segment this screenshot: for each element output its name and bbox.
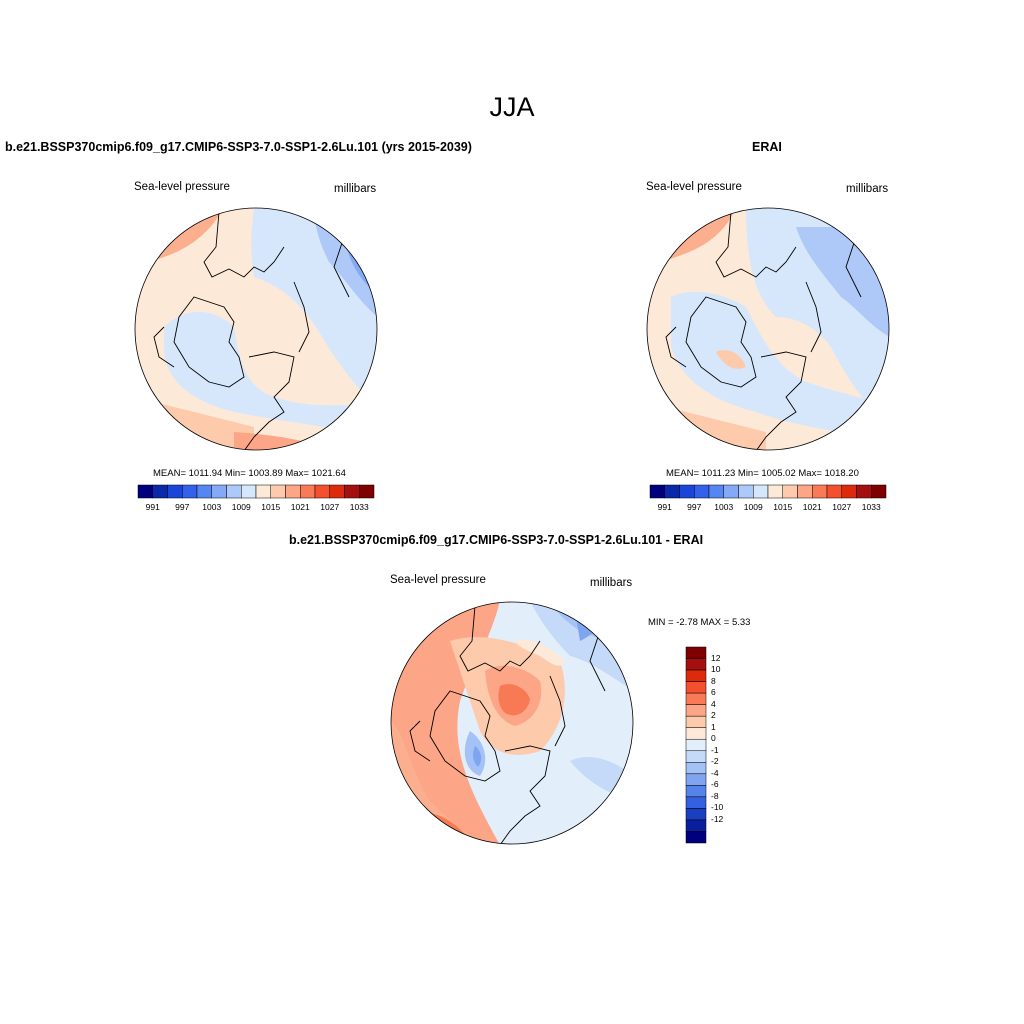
colorbar-swatch	[694, 484, 710, 499]
colorbar-tick-label: 997	[687, 502, 702, 512]
colorbar-swatch	[685, 681, 707, 694]
colorbar-swatch	[708, 484, 724, 499]
figure-title: JJA	[489, 92, 535, 122]
colorbar-tick-label: 1003	[714, 502, 734, 512]
colorbar-swatch	[344, 484, 360, 499]
colorbar-swatch	[679, 484, 695, 499]
colorbar-swatch	[841, 484, 857, 499]
colorbar-swatch	[314, 484, 330, 499]
colorbar-swatch	[285, 484, 301, 499]
colorbar-swatch	[664, 484, 680, 499]
colorbar-swatch	[226, 484, 242, 499]
colorbar-swatch	[182, 484, 198, 499]
colorbar-swatch	[826, 484, 842, 499]
colorbar-tick-label: 1027	[320, 502, 340, 512]
panel-1-units-label: millibars	[334, 183, 377, 195]
colorbar-swatch	[685, 715, 707, 728]
colorbar-swatch	[685, 831, 707, 844]
colorbar-swatch	[685, 785, 707, 798]
colorbar-tick-label: -1	[711, 744, 719, 755]
panel-2-stats: MEAN= 1011.23 Min= 1005.02 Max= 1018.20	[666, 468, 859, 479]
colorbar-swatch	[152, 484, 168, 499]
colorbar-swatch	[856, 484, 872, 499]
colorbar-swatch	[255, 484, 271, 499]
colorbar-tick-label: 1	[711, 721, 716, 732]
colorbar-swatch	[797, 484, 813, 499]
panel-3-colorbar	[685, 646, 707, 844]
panel-2-units-label: millibars	[846, 183, 889, 195]
colorbar-swatch	[685, 692, 707, 705]
colorbar-swatch	[211, 484, 227, 499]
colorbar-swatch	[196, 484, 212, 499]
colorbar-swatch	[359, 484, 375, 499]
colorbar-swatch	[685, 750, 707, 763]
colorbar-swatch	[300, 484, 316, 499]
colorbar-swatch	[685, 819, 707, 832]
panel-1-colorbar	[137, 484, 375, 499]
panel-3-variable-label: Sea-level pressure	[390, 574, 486, 586]
colorbar-tick-label: 1015	[261, 502, 281, 512]
colorbar-tick-label: 1033	[349, 502, 369, 512]
colorbar-swatch	[767, 484, 783, 499]
colorbar-tick-label: 1021	[290, 502, 310, 512]
panel-1-stats: MEAN= 1011.94 Min= 1003.89 Max= 1021.64	[153, 468, 346, 479]
colorbar-swatch	[329, 484, 345, 499]
colorbar-tick-label: -6	[711, 779, 719, 790]
colorbar-tick-label: 1009	[231, 502, 251, 512]
panel-2-variable-label: Sea-level pressure	[646, 181, 742, 193]
colorbar-swatch	[738, 484, 754, 499]
colorbar-swatch	[685, 808, 707, 821]
colorbar-tick-label: 1027	[832, 502, 852, 512]
panel-3-stats: MIN = -2.78 MAX = 5.33	[648, 617, 751, 628]
panel-2-title: ERAI	[752, 140, 782, 154]
colorbar-swatch	[782, 484, 798, 499]
colorbar-tick-label: 1033	[861, 502, 881, 512]
colorbar-swatch	[685, 704, 707, 717]
colorbar-swatch	[753, 484, 769, 499]
panel-1-title: b.e21.BSSP370cmip6.f09_g17.CMIP6-SSP3-7.…	[5, 140, 472, 154]
colorbar-tick-label: -10	[711, 802, 724, 813]
colorbar-swatch	[685, 646, 707, 659]
colorbar-swatch	[685, 738, 707, 752]
panel-1-variable-label: Sea-level pressure	[134, 181, 230, 193]
colorbar-swatch	[685, 669, 707, 682]
colorbar-tick-label: -8	[711, 790, 719, 801]
colorbar-swatch	[137, 484, 153, 499]
colorbar-tick-label: 6	[711, 687, 716, 698]
colorbar-swatch	[685, 796, 707, 809]
colorbar-tick-label: 991	[145, 502, 160, 512]
colorbar-tick-label: 1003	[202, 502, 222, 512]
colorbar-swatch	[685, 773, 707, 786]
colorbar-swatch	[812, 484, 828, 499]
colorbar-tick-label: 4	[711, 698, 716, 709]
panel-3-title: b.e21.BSSP370cmip6.f09_g17.CMIP6-SSP3-7.…	[289, 533, 704, 547]
colorbar-tick-label: 12	[711, 652, 721, 663]
panel-1-polar-map	[134, 207, 378, 451]
colorbar-tick-label: 1021	[802, 502, 822, 512]
colorbar-swatch	[685, 727, 707, 740]
panel-2-colorbar	[649, 484, 887, 499]
colorbar-swatch	[685, 762, 707, 775]
colorbar-tick-label: 1009	[743, 502, 763, 512]
panel-2-polar-map	[646, 207, 890, 451]
colorbar-swatch	[241, 484, 257, 499]
panel-3-polar-map	[390, 601, 634, 845]
colorbar-tick-label: -12	[711, 813, 724, 824]
colorbar-tick-label: -4	[711, 767, 719, 778]
colorbar-swatch	[649, 484, 665, 499]
panel-3-units-label: millibars	[590, 577, 633, 589]
colorbar-swatch	[723, 484, 739, 499]
colorbar-tick-label: 10	[711, 664, 721, 675]
colorbar-swatch	[167, 484, 183, 499]
colorbar-tick-label: -2	[711, 756, 719, 767]
colorbar-tick-label: 991	[657, 502, 672, 512]
colorbar-tick-label: 2	[711, 710, 716, 721]
colorbar-tick-label: 0	[711, 733, 716, 744]
colorbar-tick-label: 1015	[773, 502, 793, 512]
colorbar-tick-label: 997	[175, 502, 190, 512]
colorbar-swatch	[685, 658, 707, 671]
colorbar-swatch	[871, 484, 887, 499]
colorbar-tick-label: 8	[711, 675, 716, 686]
colorbar-swatch	[270, 484, 286, 499]
